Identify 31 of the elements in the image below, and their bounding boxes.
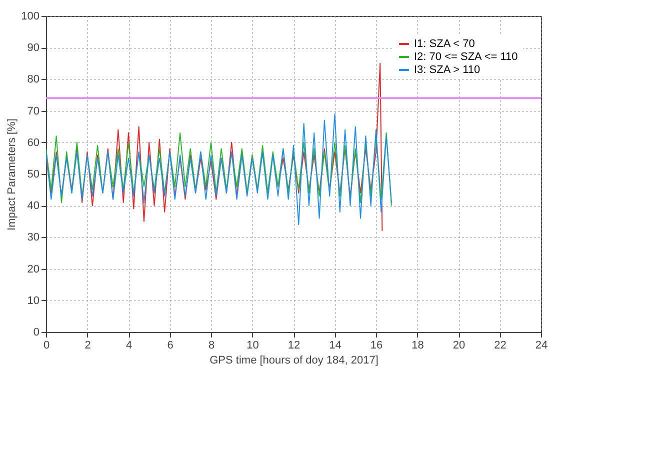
x-tick-label: 12 (288, 340, 300, 352)
y-tick-label: 80 (27, 74, 40, 86)
y-tick-label: 50 (27, 168, 40, 180)
y-axis-title: Impact Parameters [%] (6, 118, 18, 230)
y-tick-label: 10 (27, 294, 40, 307)
x-tick-label: 0 (43, 340, 50, 352)
x-tick-label: 4 (126, 340, 132, 352)
x-tick-label: 16 (370, 340, 383, 352)
y-tick-label: 70 (27, 105, 40, 118)
y-tick-label: 60 (27, 136, 40, 149)
y-tick-label: 20 (27, 263, 40, 276)
y-tick-label: 0 (33, 326, 40, 338)
x-axis-title: GPS time [hours of doy 184, 2017] (210, 354, 378, 366)
x-tick-label: 10 (246, 340, 259, 352)
y-tick-label: 100 (21, 10, 40, 22)
line-series (46, 113, 392, 226)
x-tick-label: 8 (208, 340, 215, 352)
legend-label: I2: 70 <= SZA <= 110 (414, 51, 518, 63)
x-tick-label: 24 (535, 340, 548, 352)
legend-label: I1: SZA < 70 (414, 38, 475, 50)
x-tick-label: 14 (329, 340, 342, 352)
y-tick-label: 40 (27, 200, 40, 212)
x-tick-label: 20 (452, 340, 466, 352)
x-tick-label: 2 (84, 340, 91, 352)
line-series (46, 132, 392, 206)
y-tick-label: 30 (27, 232, 40, 244)
x-tick-label: 6 (167, 340, 174, 352)
y-tick-label: 90 (27, 42, 40, 54)
x-tick-label: 22 (494, 340, 506, 352)
x-tick-label: 18 (412, 340, 424, 352)
legend-label: I3: SZA > 110 (414, 64, 480, 76)
